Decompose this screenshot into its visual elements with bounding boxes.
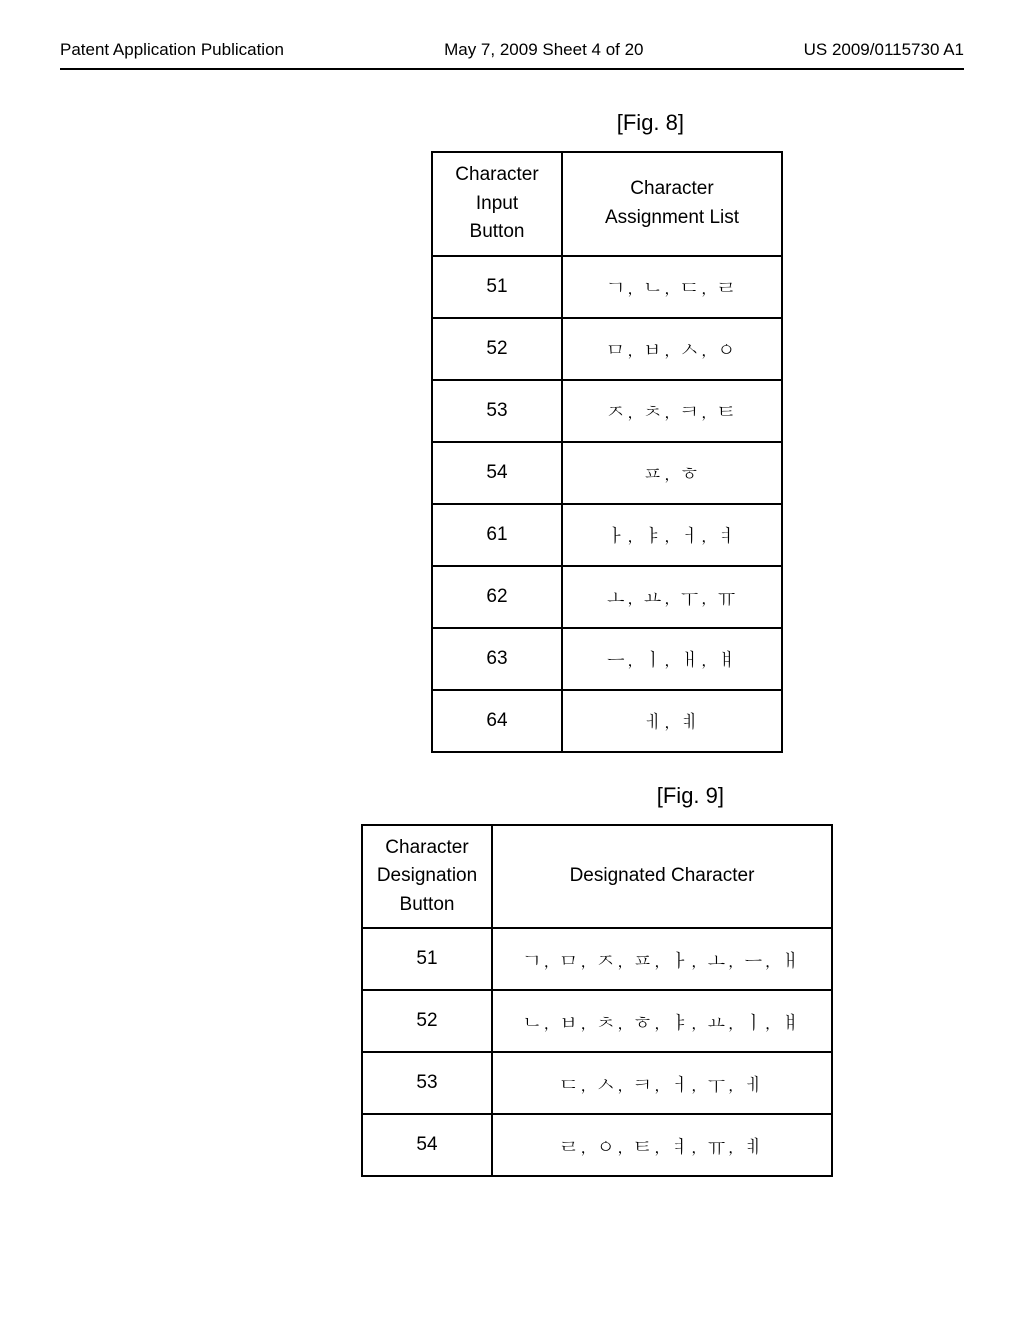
character-list: ㅁ, ㅂ, ㅅ, ㅇ: [562, 318, 782, 380]
character-list: ㅈ, ㅊ, ㅋ, ㅌ: [562, 380, 782, 442]
table-row: 52 ㄴ, ㅂ, ㅊ, ㅎ, ㅑ, ㅛ, ㅣ, ㅒ: [362, 990, 832, 1052]
table-row: 53 ㄷ, ㅅ, ㅋ, ㅓ, ㅜ, ㅔ: [362, 1052, 832, 1114]
table-row: 63 ㅡ, ㅣ, ㅐ, ㅒ: [432, 628, 782, 690]
character-list: ㅗ, ㅛ, ㅜ, ㅠ: [562, 566, 782, 628]
character-list: ㄹ, ㅇ, ㅌ, ㅕ, ㅠ, ㅖ: [492, 1114, 832, 1176]
character-list: ㄴ, ㅂ, ㅊ, ㅎ, ㅑ, ㅛ, ㅣ, ㅒ: [492, 990, 832, 1052]
table-row: 64 ㅔ, ㅖ: [432, 690, 782, 752]
character-list: ㅡ, ㅣ, ㅐ, ㅒ: [562, 628, 782, 690]
character-list: ㄱ, ㄴ, ㄷ, ㄹ: [562, 256, 782, 318]
figure-9-label: [Fig. 9]: [60, 783, 724, 809]
button-number: 51: [362, 928, 492, 990]
col-character-assignment-list: Character Assignment List: [562, 152, 782, 256]
header-publication: Patent Application Publication: [60, 40, 284, 60]
table-row: 51 ㄱ, ㅁ, ㅈ, ㅍ, ㅏ, ㅗ, ㅡ, ㅐ: [362, 928, 832, 990]
button-number: 51: [432, 256, 562, 318]
character-list: ㅏ, ㅑ, ㅓ, ㅕ: [562, 504, 782, 566]
character-list: ㄷ, ㅅ, ㅋ, ㅓ, ㅜ, ㅔ: [492, 1052, 832, 1114]
button-number: 53: [432, 380, 562, 442]
table-row: 51 ㄱ, ㄴ, ㄷ, ㄹ: [432, 256, 782, 318]
col-character-input-button: Character Input Button: [432, 152, 562, 256]
table-header-row: Character Input Button Character Assignm…: [432, 152, 782, 256]
figure-9-table: Character Designation Button Designated …: [361, 824, 833, 1178]
button-number: 52: [432, 318, 562, 380]
button-number: 61: [432, 504, 562, 566]
button-number: 63: [432, 628, 562, 690]
figure-9-table-container: Character Designation Button Designated …: [230, 824, 964, 1178]
button-number: 52: [362, 990, 492, 1052]
character-list: ㄱ, ㅁ, ㅈ, ㅍ, ㅏ, ㅗ, ㅡ, ㅐ: [492, 928, 832, 990]
button-number: 62: [432, 566, 562, 628]
page-header: Patent Application Publication May 7, 20…: [60, 40, 964, 70]
table-row: 62 ㅗ, ㅛ, ㅜ, ㅠ: [432, 566, 782, 628]
figure-8-label: [Fig. 8]: [60, 110, 684, 136]
figure-8-table-container: Character Input Button Character Assignm…: [250, 151, 964, 753]
col-character-designation-button: Character Designation Button: [362, 825, 492, 929]
table-row: 61 ㅏ, ㅑ, ㅓ, ㅕ: [432, 504, 782, 566]
table-row: 54 ㅍ, ㅎ: [432, 442, 782, 504]
table-header-row: Character Designation Button Designated …: [362, 825, 832, 929]
table-row: 52 ㅁ, ㅂ, ㅅ, ㅇ: [432, 318, 782, 380]
button-number: 64: [432, 690, 562, 752]
header-patent-number: US 2009/0115730 A1: [804, 40, 964, 60]
button-number: 54: [362, 1114, 492, 1176]
table-row: 54 ㄹ, ㅇ, ㅌ, ㅕ, ㅠ, ㅖ: [362, 1114, 832, 1176]
character-list: ㅍ, ㅎ: [562, 442, 782, 504]
character-list: ㅔ, ㅖ: [562, 690, 782, 752]
table-row: 53 ㅈ, ㅊ, ㅋ, ㅌ: [432, 380, 782, 442]
header-date-sheet: May 7, 2009 Sheet 4 of 20: [444, 40, 643, 60]
button-number: 53: [362, 1052, 492, 1114]
col-designated-character: Designated Character: [492, 825, 832, 929]
button-number: 54: [432, 442, 562, 504]
figure-8-table: Character Input Button Character Assignm…: [431, 151, 783, 753]
